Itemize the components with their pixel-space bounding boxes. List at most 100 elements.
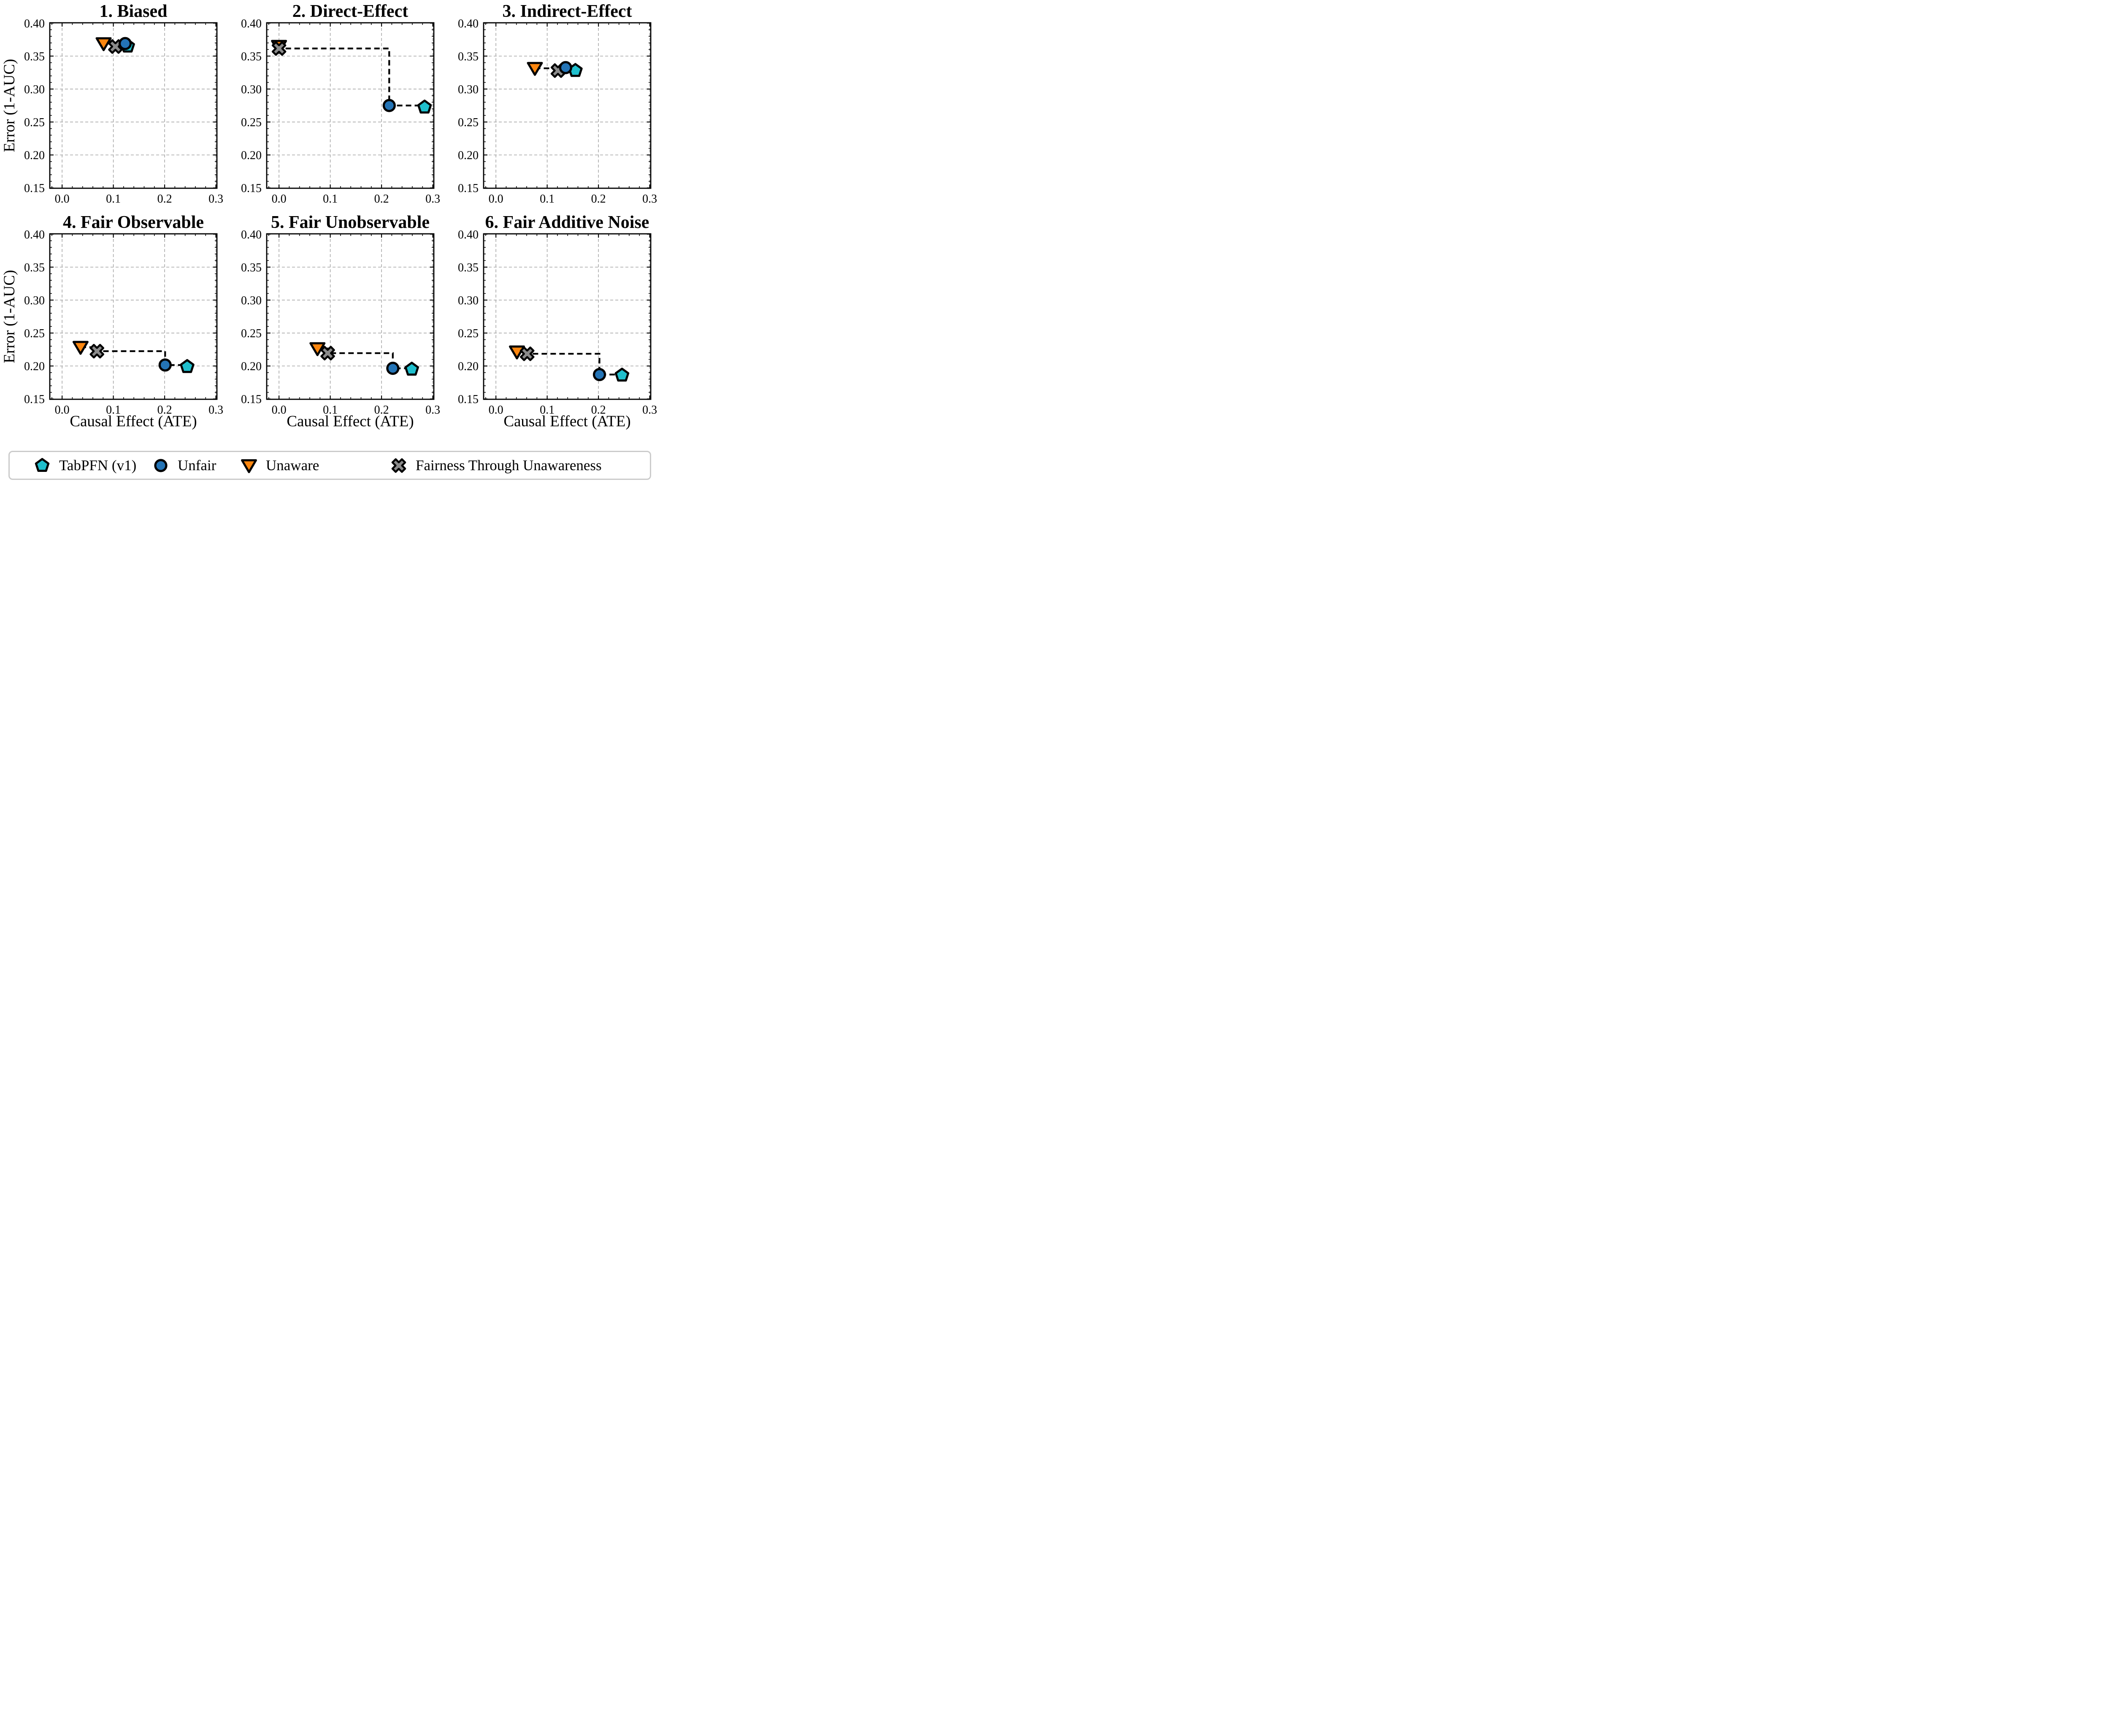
x-tick-label: 0.1 [323, 192, 338, 206]
y-tick-label: 0.30 [458, 294, 479, 307]
connector-line [317, 347, 413, 369]
marker-unfair [592, 368, 606, 382]
marker-tabpfn [180, 359, 195, 373]
legend-label-unfair: Unfair [178, 457, 216, 474]
x-tick-label: 0.1 [106, 192, 121, 206]
x-tick-label: 0.1 [540, 192, 555, 206]
plot-border [266, 22, 435, 189]
x-tick-label: 0.0 [55, 192, 70, 206]
y-tick-label: 0.25 [458, 116, 479, 129]
x-axis-label: Causal Effect (ATE) [70, 413, 197, 430]
x-tick-label: 0.3 [425, 192, 440, 206]
x-tick-label: 0.0 [272, 192, 287, 206]
plot-border [49, 22, 218, 189]
y-tick-label: 0.30 [458, 83, 479, 96]
x-tick-label: 0.0 [489, 404, 503, 417]
marker-tabpfn [614, 368, 630, 382]
plot-border [266, 233, 435, 400]
circle-glyph [154, 458, 168, 472]
marker-tabpfn [417, 99, 432, 114]
marker-tabpfn [404, 361, 419, 376]
y-tick-label: 0.35 [458, 261, 479, 274]
y-tick-label: 0.20 [241, 149, 262, 162]
y-tick-label: 0.35 [24, 261, 45, 274]
subplot-3: 0.0 0.1 0.2 0.3 0.40 0.35 0.30 0.25 0.20 0.15 3. I… [458, 2, 657, 206]
legend-item-unfair: Unfair [151, 457, 216, 474]
plot-border [483, 233, 652, 400]
marker-unaware [527, 62, 543, 76]
legend-item-tabpfn: TabPFN (v1) [33, 457, 136, 474]
y-tick-label: 0.15 [241, 393, 262, 406]
marker-unfair [559, 61, 572, 74]
plot-border [483, 22, 652, 189]
subplot-4: 0.0 0.1 0.2 0.3 0.40 0.35 0.30 0.25 0.20 0.15 4. F… [1, 213, 223, 430]
y-tick-label: 0.15 [24, 393, 45, 406]
x-tick-label: 0.0 [55, 404, 70, 417]
x-tick-label: 0.2 [591, 192, 606, 206]
y-tick-label: 0.40 [24, 228, 45, 241]
x-tick-label: 0.2 [374, 192, 389, 206]
y-tick-label: 0.25 [241, 116, 262, 129]
y-tick-label: 0.15 [458, 182, 479, 195]
y-tick-label: 0.15 [24, 182, 45, 195]
y-tick-label: 0.15 [241, 182, 262, 195]
x-tick-label: 0.3 [208, 192, 223, 206]
figure: 0.0 0.1 0.2 0.3 0.40 0.35 0.30 0.25 0.20 0.15 1. B… [0, 0, 662, 490]
y-tick-label: 0.40 [241, 17, 262, 30]
y-tick-label: 0.20 [458, 149, 479, 162]
y-tick-label: 0.40 [458, 228, 479, 241]
y-tick-label: 0.25 [24, 327, 45, 340]
marker-unaware [72, 341, 89, 355]
triangle-down-icon [240, 457, 258, 474]
pentagon-glyph [35, 458, 50, 472]
y-tick-label: 0.35 [241, 50, 262, 63]
subplot-title: 4. Fair Observable [63, 213, 204, 232]
y-tick-label: 0.30 [241, 294, 262, 307]
y-tick-label: 0.25 [24, 116, 45, 129]
x-glyph [391, 458, 406, 473]
marker-ftu [320, 346, 335, 360]
marker-unfair [118, 37, 132, 50]
legend-item-unaware: Unaware [240, 457, 319, 474]
y-tick-label: 0.15 [458, 393, 479, 406]
x-tick-label: 0.0 [489, 192, 503, 206]
y-tick-label: 0.40 [241, 228, 262, 241]
pentagon-icon [33, 457, 51, 474]
y-tick-label: 0.35 [458, 50, 479, 63]
y-tick-label: 0.30 [241, 83, 262, 96]
x-tick-label: 0.2 [374, 404, 389, 417]
subplot-title: 5. Fair Unobservable [271, 213, 430, 232]
legend-label-ftu: Fairness Through Unawareness [416, 457, 602, 474]
circle-icon [151, 457, 170, 474]
x-axis-label: Causal Effect (ATE) [287, 413, 414, 430]
y-tick-label: 0.40 [24, 17, 45, 30]
x-tick-label: 0.3 [642, 192, 657, 206]
plots-grid: 0.0 0.1 0.2 0.3 0.40 0.35 0.30 0.25 0.20 0.15 1. B… [1, 2, 657, 430]
marker-ftu [519, 346, 535, 361]
y-tick-label: 0.40 [458, 17, 479, 30]
y-tick-label: 0.25 [241, 327, 262, 340]
x-tick-label: 0.3 [208, 404, 223, 417]
x-icon [390, 457, 408, 474]
marker-unfair [158, 358, 172, 372]
marker-ftu [271, 41, 287, 56]
subplot-title: 3. Indirect-Effect [502, 2, 632, 21]
y-axis-label: Error (1-AUC) [1, 59, 18, 152]
subplot-title: 2. Direct-Effect [292, 2, 408, 21]
x-tick-label: 0.2 [591, 404, 606, 417]
subplot-5: 0.0 0.1 0.2 0.3 0.40 0.35 0.30 0.25 0.20 0.15 5. F… [241, 213, 440, 430]
x-tick-label: 0.3 [642, 404, 657, 417]
y-tick-label: 0.20 [24, 149, 45, 162]
plot-border [49, 233, 218, 400]
y-tick-label: 0.30 [24, 83, 45, 96]
marker-unfair [382, 99, 396, 112]
connector-line [278, 46, 426, 107]
y-tick-label: 0.20 [24, 360, 45, 373]
triangle-down-glyph [241, 459, 257, 473]
x-tick-label: 0.0 [272, 404, 287, 417]
x-tick-label: 0.3 [425, 404, 440, 417]
legend-item-ftu: Fairness Through Unawareness [390, 457, 602, 474]
x-tick-label: 0.2 [157, 404, 172, 417]
legend-label-unaware: Unaware [266, 457, 319, 474]
subplot-title: 6. Fair Additive Noise [485, 213, 649, 232]
